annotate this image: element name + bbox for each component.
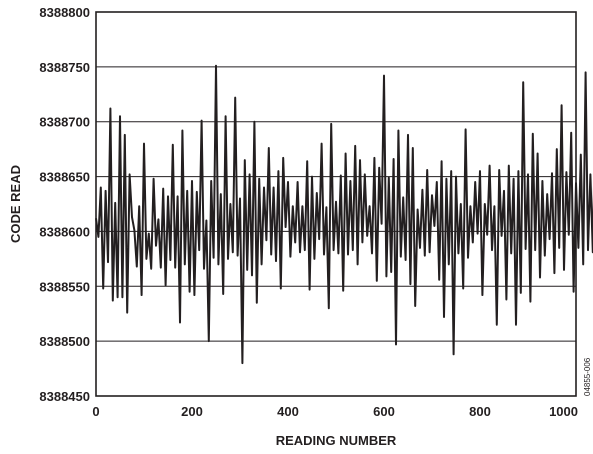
x-axis-label: READING NUMBER (276, 433, 397, 448)
y-tick-label: 8388550 (39, 279, 90, 294)
y-tick-label: 8388500 (39, 334, 90, 349)
x-tick-label: 200 (181, 404, 203, 419)
y-tick-label: 8388800 (39, 5, 90, 20)
y-tick-label: 8388700 (39, 115, 90, 130)
x-tick-label: 400 (277, 404, 299, 419)
y-axis-label: CODE READ (8, 165, 23, 243)
y-tick-label: 8388450 (39, 389, 90, 404)
series-line (95, 64, 593, 365)
y-tick-labels: 8388450 8388500 8388550 8388600 8388650 83887… (39, 5, 90, 404)
x-tick-label: 800 (469, 404, 491, 419)
x-tick-label: 600 (373, 404, 395, 419)
x-tick-labels: 0 200 400 600 800 1000 (92, 404, 578, 419)
y-tick-label: 8388600 (39, 224, 90, 239)
x-tick-label: 0 (92, 404, 99, 419)
figure-number: 04855-006 (583, 357, 592, 396)
x-tick-label: 1000 (549, 404, 578, 419)
y-tick-label: 8388750 (39, 60, 90, 75)
y-tick-label: 8388650 (39, 170, 90, 185)
